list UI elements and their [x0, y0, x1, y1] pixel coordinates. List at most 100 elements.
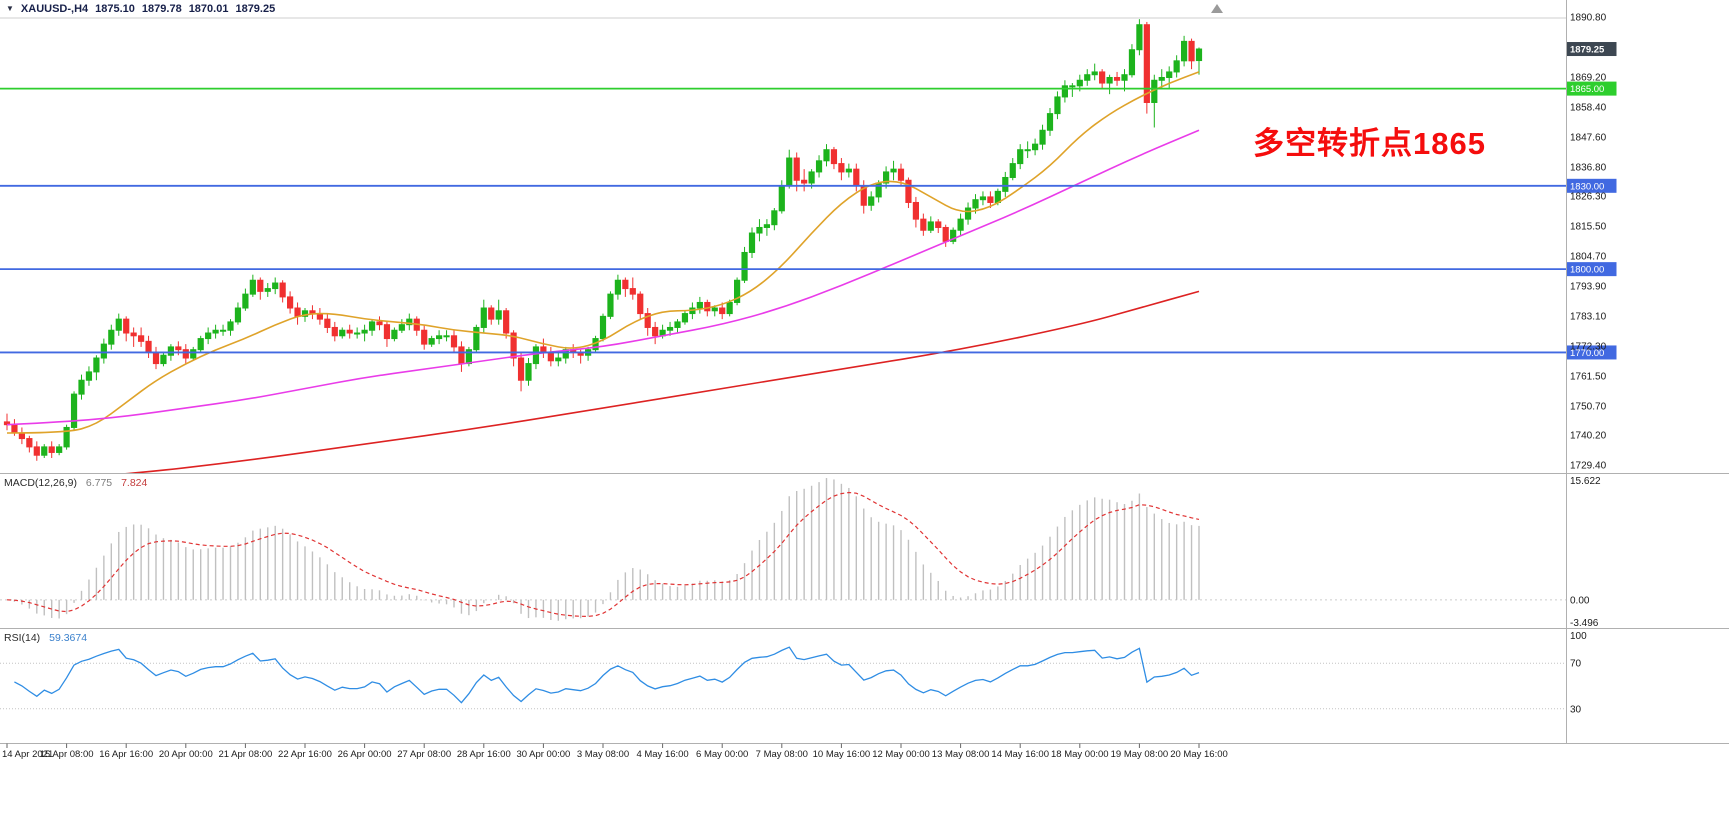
candle-body: [666, 326, 674, 331]
candle-body: [1046, 113, 1054, 131]
expand-triangle-icon[interactable]: ▼: [6, 3, 14, 13]
candle-body: [1002, 176, 1009, 192]
candle-body: [1195, 48, 1203, 62]
candle-body: [391, 329, 398, 340]
price-axis-label: 1740.20: [1570, 431, 1607, 442]
candle-body: [696, 301, 703, 309]
candle-body: [234, 307, 242, 323]
hline-price-tag-label: 1770.00: [1570, 348, 1604, 359]
chart-canvas[interactable]: 1865.00 1830.00 1800.00 1770.00 1890.80 1869.…: [0, 0, 1729, 765]
time-axis-label: 15 Apr 08:00: [40, 749, 94, 760]
candle-body: [815, 160, 823, 173]
candle-body: [793, 157, 800, 181]
candle-body: [443, 335, 450, 338]
candle-body: [324, 318, 331, 328]
candle-body: [152, 351, 160, 365]
candle-body: [138, 335, 145, 342]
candle-body: [637, 293, 644, 315]
candle-body: [205, 332, 212, 340]
candle-body: [711, 307, 718, 312]
candle-body: [11, 424, 18, 434]
time-axis-label: 13 May 08:00: [932, 749, 990, 760]
price-axis-label: 1750.70: [1570, 402, 1607, 413]
time-axis-label: 6 May 00:00: [696, 749, 748, 760]
candle-body: [1084, 74, 1091, 81]
rsi-name: RSI(14): [4, 632, 41, 644]
time-axis-label: 20 Apr 00:00: [159, 749, 213, 760]
candle-body: [175, 346, 182, 351]
candle-body: [801, 179, 808, 184]
price-axis-label: 1772.30: [1570, 342, 1607, 353]
price-axis-label: 1890.80: [1570, 12, 1607, 23]
candle-body: [272, 282, 279, 290]
time-axis-label: 16 Apr 16:00: [99, 749, 153, 760]
candle-body: [368, 321, 376, 331]
candle-body: [622, 279, 629, 290]
candle-body: [70, 393, 78, 428]
candle-body: [376, 321, 383, 326]
time-axis-label: 7 May 08:00: [756, 749, 808, 760]
price-panel[interactable]: [3, 19, 1203, 483]
candle-body: [145, 340, 152, 353]
candle-body: [1181, 40, 1188, 62]
time-axis-label: 26 Apr 00:00: [338, 749, 392, 760]
time-axis-label: 27 Apr 08:00: [397, 749, 451, 760]
candle-body: [935, 221, 942, 228]
candle-body: [1076, 79, 1083, 87]
candle-body: [1061, 85, 1069, 98]
candle-body: [242, 293, 249, 309]
candle-body: [525, 363, 532, 381]
macd-name: MACD(12,26,9): [4, 477, 77, 489]
candle-body: [674, 321, 681, 328]
candle-body: [346, 329, 353, 334]
candle-body: [555, 357, 562, 362]
candle-body: [108, 329, 115, 345]
candle-body: [1173, 60, 1180, 73]
candle-body: [450, 335, 458, 348]
candle-body: [741, 251, 748, 281]
candle-body: [354, 332, 361, 335]
candle-body: [1188, 40, 1195, 62]
candle-body: [853, 168, 860, 187]
candle-body: [897, 168, 905, 181]
candle-body: [100, 343, 107, 359]
candle-body: [726, 301, 733, 315]
trend-note-annotation[interactable]: 多空转折点1865: [1253, 126, 1486, 161]
symbol-period-label: XAUUSD-,H4: [20, 3, 89, 15]
candle-body: [771, 210, 778, 226]
candle-body: [823, 149, 830, 162]
candle-body: [1106, 76, 1113, 84]
candle-body: [421, 329, 428, 345]
candle-body: [331, 326, 338, 337]
candle-body: [26, 438, 33, 448]
candle-body: [190, 349, 197, 359]
hline-price-tag: [1566, 178, 1617, 193]
candle-body: [78, 379, 85, 395]
candle-body: [115, 318, 122, 331]
candle-body: [1091, 71, 1098, 76]
macd-scale-zero-label: 0.00: [1570, 595, 1590, 606]
time-axis-label: 3 May 08:00: [577, 749, 629, 760]
rsi-scale-label: 100: [1570, 631, 1587, 642]
candle-body: [868, 196, 875, 206]
candle-body: [652, 326, 659, 337]
candle-body: [503, 310, 510, 334]
candle-body: [1166, 71, 1173, 78]
time-axis-label: 10 May 16:00: [813, 749, 871, 760]
candle-body: [629, 288, 636, 295]
candle-body: [1128, 49, 1136, 76]
hline-price-tag: [1566, 81, 1617, 96]
candle-body: [488, 307, 495, 320]
candle-body: [1009, 163, 1016, 178]
candle-body: [517, 357, 525, 381]
hline-price-tag-label: 1830.00: [1570, 181, 1604, 192]
candle-body: [287, 296, 294, 309]
chart-shift-marker-icon[interactable]: [1211, 4, 1223, 13]
candle-body: [406, 318, 413, 326]
ohlc-low-value: 1870.01: [188, 3, 229, 15]
candle-body: [808, 171, 815, 184]
time-axis-label: 19 May 08:00: [1111, 749, 1169, 760]
candle-body: [249, 279, 256, 295]
time-axis-label: 28 Apr 16:00: [457, 749, 511, 760]
candle-body: [480, 307, 487, 328]
